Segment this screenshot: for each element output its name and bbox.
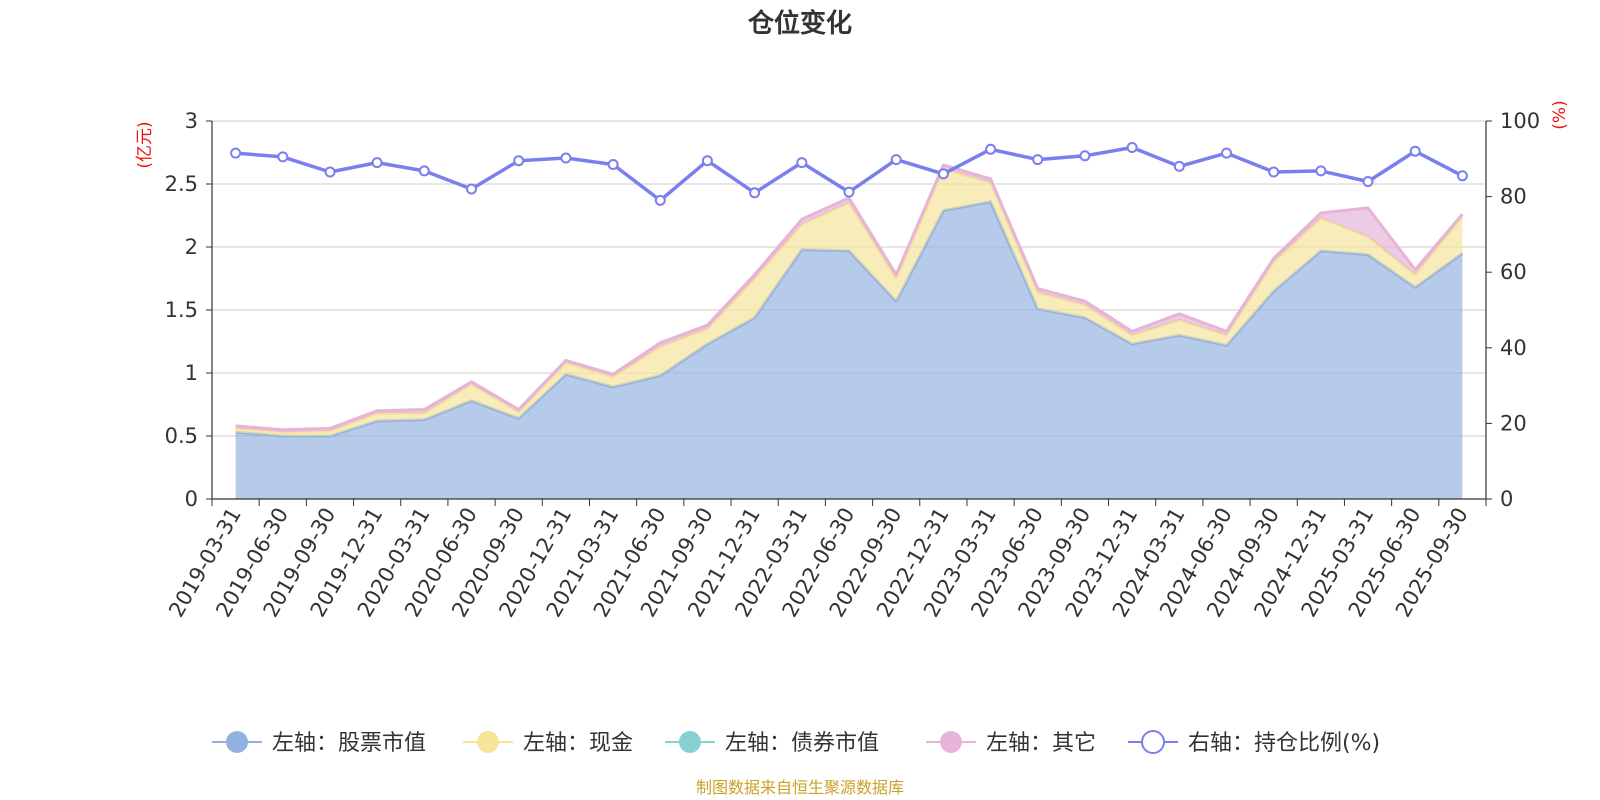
ratio-point: [324, 166, 336, 178]
legend-label: 左轴：股票市值: [272, 731, 426, 756]
right-tick-label: 100: [1500, 109, 1540, 133]
left-tick-label: 2: [185, 235, 198, 259]
left-axis-ticks: 0 0.5 1 1.5 2 2.5 3: [165, 109, 212, 511]
legend-marker-icon: [1141, 730, 1165, 754]
legend-item[interactable]: 左轴：股票市值: [212, 731, 426, 756]
ratio-point: [1362, 176, 1374, 187]
ratio-point: [890, 154, 902, 166]
ratio-point: [985, 143, 997, 155]
ratio-point: [1268, 166, 1280, 178]
left-tick-label: 0: [185, 487, 198, 511]
ratio-point: [513, 155, 525, 167]
legend-marker-icon: [226, 731, 248, 753]
right-tick-label: 60: [1500, 260, 1527, 284]
ratio-point: [1456, 170, 1468, 182]
right-tick-label: 80: [1500, 185, 1527, 209]
ratio-point: [1079, 150, 1091, 162]
ratio-point: [1315, 165, 1327, 177]
ratio-point: [749, 187, 761, 199]
right-tick-label: 40: [1500, 336, 1527, 360]
ratio-point: [607, 159, 619, 170]
legend-label: 右轴：持仓比例(%): [1188, 731, 1380, 756]
holding-ratio-line: [230, 142, 1468, 206]
ratio-point: [277, 151, 289, 163]
legend-item[interactable]: 左轴：债券市值: [665, 731, 879, 756]
ratio-point: [560, 152, 572, 164]
ratio-point: [1032, 154, 1044, 166]
left-axis-unit: (亿元): [135, 121, 155, 168]
legend-label: 左轴：其它: [986, 731, 1096, 756]
ratio-point: [654, 194, 666, 206]
ratio-point: [371, 157, 383, 169]
stacked-areas: [235, 163, 1464, 499]
legend-label: 左轴：现金: [523, 731, 633, 756]
left-tick-label: 1.5: [165, 298, 198, 322]
ratio-point: [937, 168, 949, 180]
legend-item[interactable]: 左轴：现金: [463, 731, 633, 756]
ratio-point: [1221, 147, 1232, 159]
left-tick-label: 3: [185, 109, 198, 133]
legend-item[interactable]: 右轴：持仓比例(%): [1128, 730, 1380, 756]
left-tick-label: 0.5: [165, 424, 198, 448]
right-axis-unit: (%): [1550, 100, 1570, 129]
ratio-point: [418, 165, 430, 177]
legend-label: 左轴：债券市值: [725, 731, 879, 756]
ratio-point: [796, 157, 808, 169]
ratio-point: [701, 155, 713, 167]
ratio-point: [1173, 160, 1185, 172]
ratio-point: [843, 186, 855, 198]
ratio-point: [1126, 142, 1138, 153]
ratio-point: [1409, 145, 1421, 157]
legend-marker-icon: [940, 731, 962, 753]
legend[interactable]: 左轴：股票市值 左轴：现金 左轴：债券市值 左轴：其它 右轴：持仓比例(%): [212, 730, 1380, 756]
right-tick-label: 20: [1500, 411, 1527, 435]
area-左轴：现金: [235, 168, 1463, 436]
left-tick-label: 1: [185, 361, 198, 385]
right-axis-ticks: 0 20 40 60 80 100: [1486, 109, 1540, 511]
legend-marker-icon: [477, 731, 499, 753]
legend-marker-icon: [679, 731, 701, 753]
ratio-point: [466, 183, 477, 195]
area-左轴：股票市值: [235, 201, 1463, 499]
left-tick-label: 2.5: [165, 172, 198, 196]
x-axis-ticks: 2019-03-312019-06-302019-09-302019-12-31…: [164, 499, 1487, 621]
area-line-左轴：其它: [235, 163, 1464, 432]
right-tick-label: 0: [1500, 487, 1513, 511]
source-note: 制图数据来自恒生聚源数据库: [696, 778, 904, 797]
ratio-point: [230, 147, 242, 159]
legend-item[interactable]: 左轴：其它: [926, 731, 1096, 756]
chart-title: 仓位变化: [747, 8, 852, 39]
